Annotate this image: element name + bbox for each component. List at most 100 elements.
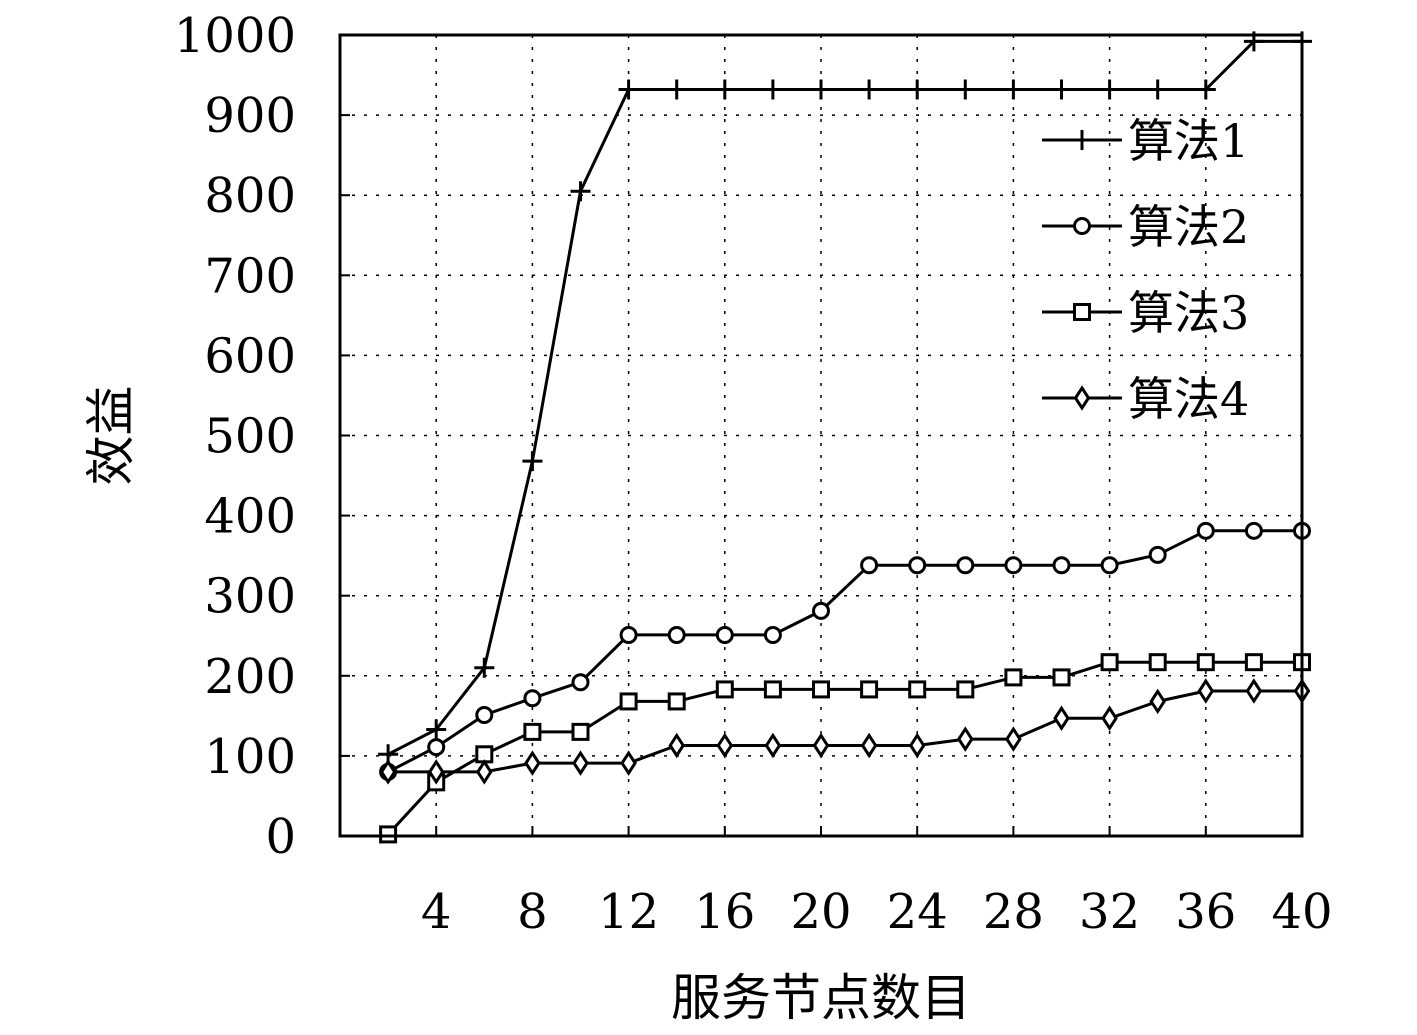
data-point-square <box>571 722 590 741</box>
legend-label: 算法1 <box>1128 114 1249 168</box>
data-point-square <box>1004 668 1023 687</box>
data-point-plus <box>426 719 447 740</box>
data-point-circle <box>715 625 734 644</box>
series-line <box>386 660 1302 836</box>
data-point-diamond <box>1149 688 1166 715</box>
y-tick-label: 200 <box>204 649 296 705</box>
data-point-circle <box>1196 521 1215 540</box>
legend: 算法1 算法2 算法3 算法4 <box>1042 114 1249 426</box>
x-tick-label: 4 <box>421 884 452 940</box>
data-point-circle <box>1004 556 1023 575</box>
data-point-diamond <box>476 759 493 785</box>
data-point-circle <box>571 673 590 692</box>
data-point-circle <box>1148 545 1167 564</box>
y-tick-label: 800 <box>204 168 296 224</box>
data-point-plus <box>859 79 880 100</box>
data-point-plus <box>762 79 783 100</box>
x-axis-title: 服务节点数目 <box>671 969 971 1027</box>
series-3 <box>379 653 1311 844</box>
data-point-square <box>715 680 734 699</box>
x-tick-label: 40 <box>1271 884 1332 940</box>
data-point-diamond <box>427 759 445 785</box>
legend-marker <box>1073 217 1091 235</box>
data-point-square <box>1052 668 1071 687</box>
legend-item: 算法1 <box>1042 114 1249 168</box>
x-tick-label: 12 <box>598 884 659 940</box>
x-tick-label: 20 <box>790 884 851 940</box>
data-point-plus <box>1099 79 1120 100</box>
data-point-circle <box>812 601 830 620</box>
x-tick-label: 8 <box>517 884 548 940</box>
data-point-circle <box>956 556 975 575</box>
x-tick-label: 36 <box>1175 884 1236 940</box>
data-point-diamond <box>908 732 926 759</box>
data-point-plus <box>1147 79 1168 100</box>
data-point-diamond <box>957 726 974 752</box>
data-point-circle <box>1244 521 1263 540</box>
legend-marker <box>1073 303 1091 321</box>
data-point-plus <box>714 79 735 100</box>
data-point-diamond <box>572 750 589 776</box>
data-point-square <box>379 825 398 844</box>
series-1 <box>378 31 1312 765</box>
x-tick-label: 24 <box>887 884 948 940</box>
axis-ticks: 4 8 12 16 20 24 28 32 36 400100200300400500600700… <box>174 8 1333 940</box>
legend-label: 算法2 <box>1128 200 1249 254</box>
data-point-diamond <box>668 732 685 759</box>
data-point-circle <box>860 556 879 575</box>
data-point-diamond <box>1005 726 1022 752</box>
data-point-circle <box>1052 556 1071 575</box>
data-point-diamond <box>379 759 397 785</box>
data-point-circle <box>667 625 686 644</box>
data-point-square <box>1196 653 1215 672</box>
data-point-circle <box>427 738 446 757</box>
data-point-circle <box>523 689 542 708</box>
data-point-diamond <box>1245 678 1263 704</box>
legend-marker <box>1072 130 1092 150</box>
y-tick-label: 400 <box>204 489 296 545</box>
data-point-square <box>1148 653 1167 672</box>
data-point-plus <box>1195 79 1216 100</box>
data-point-circle <box>1100 556 1119 575</box>
data-point-plus <box>1003 79 1024 100</box>
y-tick-label: 300 <box>204 569 296 625</box>
data-point-square <box>956 680 975 699</box>
data-point-diamond <box>860 732 878 759</box>
data-point-circle <box>619 625 638 644</box>
legend-item: 算法3 <box>1042 286 1249 340</box>
data-point-diamond <box>1197 678 1215 704</box>
data-point-plus <box>811 79 831 100</box>
data-point-square <box>619 692 638 711</box>
data-point-square <box>763 680 782 699</box>
series-2 <box>379 521 1311 781</box>
data-point-plus <box>570 181 591 202</box>
y-tick-label: 100 <box>204 729 296 785</box>
data-point-diamond <box>620 750 637 776</box>
y-tick-label: 600 <box>204 328 296 384</box>
data-point-plus <box>955 79 976 100</box>
data-point-diamond <box>1101 705 1118 732</box>
legend-marker <box>1073 385 1091 411</box>
legend-label: 算法3 <box>1128 286 1249 340</box>
data-point-plus <box>907 79 928 100</box>
data-point-plus <box>618 79 639 100</box>
data-point-square <box>523 722 542 741</box>
data-point-plus <box>522 451 543 472</box>
y-tick-label: 900 <box>204 88 296 144</box>
data-point-diamond <box>524 750 541 776</box>
legend-item: 算法4 <box>1042 372 1249 426</box>
data-point-plus <box>474 657 495 678</box>
data-point-square <box>860 680 879 699</box>
y-tick-label: 0 <box>265 809 296 865</box>
data-point-plus <box>1051 79 1072 100</box>
data-point-circle <box>908 556 927 575</box>
data-point-diamond <box>716 732 734 759</box>
data-point-square <box>1100 653 1119 672</box>
data-point-square <box>667 692 686 711</box>
data-point-plus <box>666 79 687 100</box>
series-4 <box>379 678 1311 785</box>
series-layer <box>378 31 1312 844</box>
legend-label: 算法4 <box>1128 372 1249 426</box>
y-tick-label: 1000 <box>174 8 296 64</box>
